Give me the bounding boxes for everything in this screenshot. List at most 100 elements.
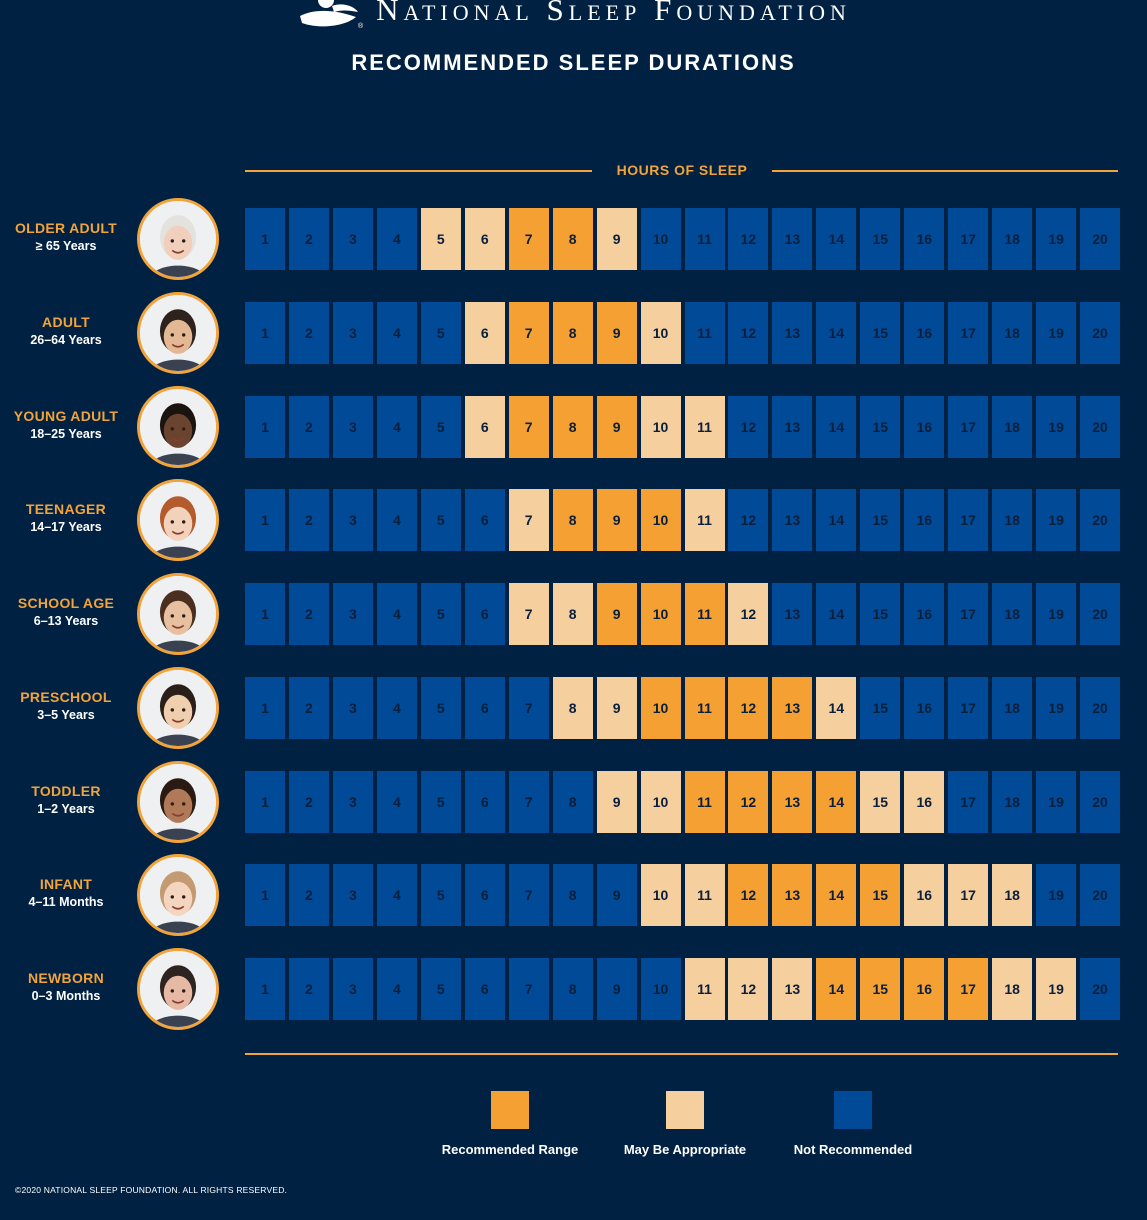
axis-rule-right <box>772 170 1118 172</box>
hour-cell-toddler-20: 20 <box>1080 770 1121 833</box>
age-range: 0–3 Months <box>31 989 101 1003</box>
hour-cell-adult-3: 3 <box>332 301 373 364</box>
hour-cell-infant-9: 9 <box>596 864 637 927</box>
hour-cell-older-adult-19: 19 <box>1036 208 1077 270</box>
hour-cell-school-age-4: 4 <box>376 583 417 645</box>
infant-portrait-icon <box>137 854 219 937</box>
hour-cell-toddler-3: 3 <box>332 770 373 833</box>
hour-cell-infant-18: 18 <box>992 864 1033 927</box>
hour-cell-toddler-1: 1 <box>245 770 285 833</box>
hour-cell-infant-11: 11 <box>684 864 725 927</box>
hour-cell-young-adult-3: 3 <box>332 395 373 458</box>
hour-cell-newborn-10: 10 <box>640 958 681 1020</box>
hour-cell-preschool-20: 20 <box>1080 676 1121 739</box>
hour-cell-school-age-3: 3 <box>332 583 373 645</box>
hour-cell-preschool-16: 16 <box>904 676 945 739</box>
hour-cell-infant-14: 14 <box>816 864 857 927</box>
hour-cell-infant-7: 7 <box>508 864 549 927</box>
chart-title: RECOMMENDED SLEEP DURATIONS <box>351 50 796 75</box>
hour-cell-adult-6: 6 <box>464 301 505 364</box>
hour-cell-toddler-5: 5 <box>420 770 461 833</box>
hour-cell-preschool-1: 1 <box>245 676 285 739</box>
hour-cell-teenager-13: 13 <box>772 489 813 552</box>
age-group-name: INFANT <box>39 876 93 893</box>
hour-cell-teenager-5: 5 <box>420 489 461 552</box>
hour-cell-school-age-16: 16 <box>904 583 945 645</box>
hour-cell-adult-19: 19 <box>1036 301 1077 364</box>
toddler-portrait-icon <box>137 760 219 843</box>
hour-cell-school-age-20: 20 <box>1080 583 1121 645</box>
hour-cell-school-age-13: 13 <box>772 583 813 645</box>
hour-cell-adult-14: 14 <box>816 301 857 364</box>
hour-cell-newborn-12: 12 <box>728 958 769 1020</box>
hour-cell-infant-6: 6 <box>464 864 505 927</box>
row-label-adult: ADULT 26–64 Years <box>0 314 132 347</box>
hour-cell-newborn-6: 6 <box>464 958 505 1020</box>
hour-cell-school-age-10: 10 <box>640 583 681 645</box>
hour-cell-toddler-19: 19 <box>1036 770 1077 833</box>
hour-cell-toddler-10: 10 <box>640 770 681 833</box>
hour-cell-school-age-9: 9 <box>596 583 637 645</box>
hour-cell-older-adult-15: 15 <box>860 208 901 270</box>
sleeping-figure-logo-icon: ® <box>300 0 364 30</box>
hour-cell-young-adult-11: 11 <box>684 395 725 458</box>
hour-cell-older-adult-16: 16 <box>904 208 945 270</box>
hour-cell-older-adult-14: 14 <box>816 208 857 270</box>
hour-cell-teenager-11: 11 <box>684 489 725 552</box>
legend-swatch-not-recommended <box>834 1091 872 1129</box>
hour-cell-school-age-11: 11 <box>684 583 725 645</box>
axis-rule-left <box>245 170 592 172</box>
hour-cell-school-age-2: 2 <box>288 583 329 645</box>
hour-cell-newborn-13: 13 <box>772 958 813 1020</box>
hour-cell-infant-19: 19 <box>1036 864 1077 927</box>
hour-cell-older-adult-1: 1 <box>245 208 285 270</box>
age-group-name: TEENAGER <box>25 501 107 518</box>
hour-cell-preschool-13: 13 <box>772 676 813 739</box>
hour-cell-older-adult-9: 9 <box>596 208 637 270</box>
hour-cell-toddler-13: 13 <box>772 770 813 833</box>
legend-swatch-may-be-appropriate <box>666 1091 704 1129</box>
hour-cell-adult-2: 2 <box>288 301 329 364</box>
hour-cell-preschool-15: 15 <box>860 676 901 739</box>
hour-cell-infant-16: 16 <box>904 864 945 927</box>
hour-cell-young-adult-18: 18 <box>992 395 1033 458</box>
hour-cell-teenager-12: 12 <box>728 489 769 552</box>
hour-cell-newborn-18: 18 <box>992 958 1033 1020</box>
hour-cell-newborn-11: 11 <box>684 958 725 1020</box>
hour-cell-teenager-2: 2 <box>288 489 329 552</box>
hour-cell-young-adult-17: 17 <box>948 395 989 458</box>
hour-cell-adult-15: 15 <box>860 301 901 364</box>
legend-swatch-recommended <box>491 1091 529 1129</box>
hour-cell-preschool-14: 14 <box>816 676 857 739</box>
hour-cell-infant-15: 15 <box>860 864 901 927</box>
age-range: 1–2 Years <box>37 801 95 816</box>
hour-cell-older-adult-20: 20 <box>1080 208 1121 270</box>
hour-cell-teenager-3: 3 <box>332 489 373 552</box>
hour-cell-newborn-15: 15 <box>860 958 901 1020</box>
hour-cell-adult-8: 8 <box>552 301 593 364</box>
hour-cell-young-adult-16: 16 <box>904 395 945 458</box>
young-adult-portrait-icon <box>137 385 219 468</box>
hour-cell-school-age-12: 12 <box>728 583 769 645</box>
hour-cell-teenager-16: 16 <box>904 489 945 552</box>
age-group-name: SCHOOL AGE <box>17 595 115 611</box>
brand-name: National Sleep Foundation <box>376 0 851 27</box>
hour-cell-older-adult-6: 6 <box>464 208 505 270</box>
row-label-older-adult: OLDER ADULT ≥ 65 Years <box>0 220 132 253</box>
hour-cell-older-adult-8: 8 <box>552 208 593 270</box>
hour-cell-newborn-2: 2 <box>288 958 329 1020</box>
adult-portrait-icon <box>137 291 219 374</box>
hour-cell-preschool-12: 12 <box>728 676 769 739</box>
hour-cell-toddler-6: 6 <box>464 770 505 833</box>
hour-cell-toddler-2: 2 <box>288 770 329 833</box>
hour-cell-teenager-18: 18 <box>992 489 1033 552</box>
row-label-newborn: NEWBORN 0–3 Months <box>0 970 132 1003</box>
hour-cell-newborn-20: 20 <box>1080 958 1121 1020</box>
hour-cell-adult-18: 18 <box>992 301 1033 364</box>
hour-cell-teenager-6: 6 <box>464 489 505 552</box>
hour-cell-infant-17: 17 <box>948 864 989 927</box>
hour-cell-young-adult-9: 9 <box>596 395 637 458</box>
hour-cell-toddler-15: 15 <box>860 770 901 833</box>
hour-cell-teenager-14: 14 <box>816 489 857 552</box>
row-label-young-adult: YOUNG ADULT 18–25 Years <box>0 408 132 441</box>
